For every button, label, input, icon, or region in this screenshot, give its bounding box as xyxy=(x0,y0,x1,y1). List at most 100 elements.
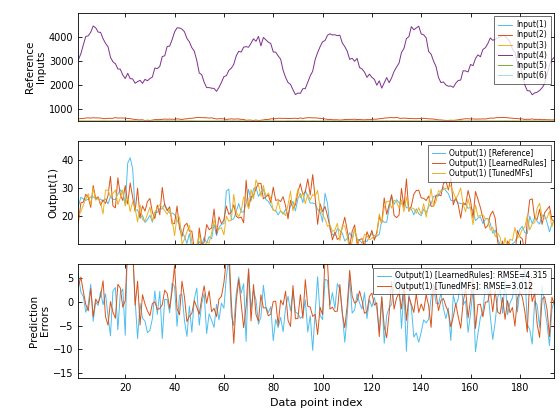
Input(6) xyxy=(435,119,442,124)
Input(6) xyxy=(398,119,405,124)
Legend: Input(1), Input(2), Input(3), Input(4), Input(5), Input(6): Input(1), Input(2), Input(3), Input(4), … xyxy=(494,16,550,84)
Input(1) xyxy=(119,119,126,124)
Line: Input(4): Input(4) xyxy=(78,26,554,95)
Output(1) [LearnedRules]: RMSE=4.315: (42, 1.36): RMSE=4.315: (42, 1.36) xyxy=(176,293,183,298)
Output(1) [LearnedRules] xyxy=(309,172,316,177)
Input(3) xyxy=(460,118,466,123)
Input(2) xyxy=(75,116,82,121)
Input(4) xyxy=(551,55,558,60)
Output(1) [LearnedRules]: RMSE=4.315: (19, 2.72): RMSE=4.315: (19, 2.72) xyxy=(119,286,126,291)
Input(5) xyxy=(300,119,306,124)
Output(1) [TunedMFs]: RMSE=3.012: (42, -2.7): RMSE=3.012: (42, -2.7) xyxy=(176,312,183,317)
Input(1) xyxy=(174,118,180,123)
Line: Input(2): Input(2) xyxy=(78,117,554,121)
Output(1) [Reference] xyxy=(305,194,311,199)
Input(5) xyxy=(462,119,469,124)
Input(6) xyxy=(462,119,469,124)
Output(1) [LearnedRules] xyxy=(502,259,508,264)
Input(4) xyxy=(460,68,466,73)
Output(1) [Reference] xyxy=(75,204,82,209)
Output(1) [LearnedRules] xyxy=(174,203,180,208)
Input(1) xyxy=(551,119,558,124)
Input(2) xyxy=(462,116,469,121)
Output(1) [LearnedRules]: RMSE=4.315: (102, 4.52): RMSE=4.315: (102, 4.52) xyxy=(324,278,331,283)
Output(1) [Reference] xyxy=(127,155,133,160)
Input(1) xyxy=(302,119,309,124)
Output(1) [TunedMFs] xyxy=(447,183,454,188)
Input(4) xyxy=(122,76,129,81)
Input(4) xyxy=(90,24,96,29)
Input(3) xyxy=(302,118,309,123)
Input(6) xyxy=(119,119,126,124)
Output(1) [TunedMFs]: RMSE=3.012: (194, -0.508): RMSE=3.012: (194, -0.508) xyxy=(551,302,558,307)
Input(3) xyxy=(174,118,180,123)
Input(3) xyxy=(445,118,452,123)
Output(1) [LearnedRules] xyxy=(445,187,452,192)
Output(1) [TunedMFs]: RMSE=3.012: (22, 19.3): RMSE=3.012: (22, 19.3) xyxy=(127,207,133,213)
Input(6) xyxy=(447,119,454,124)
Input(5) xyxy=(75,119,82,124)
Output(1) [LearnedRules]: RMSE=4.315: (1, 5.71): RMSE=4.315: (1, 5.71) xyxy=(75,272,82,277)
Line: Output(1) [TunedMFs]: Output(1) [TunedMFs] xyxy=(78,180,554,251)
Output(1) [TunedMFs]: RMSE=3.012: (103, -1.51): RMSE=3.012: (103, -1.51) xyxy=(326,307,333,312)
Line: Output(1) [Reference]: Output(1) [Reference] xyxy=(78,158,554,249)
Input(1) xyxy=(460,119,466,124)
Output(1) [TunedMFs]: RMSE=3.012: (158, 2.73): RMSE=3.012: (158, 2.73) xyxy=(462,286,469,291)
Output(1) [LearnedRules] xyxy=(75,220,82,225)
Input(4) xyxy=(529,92,535,97)
Output(1) [Reference] xyxy=(551,218,558,223)
Input(2) xyxy=(551,117,558,122)
Output(1) [TunedMFs] xyxy=(302,201,309,206)
Input(6) xyxy=(174,119,180,124)
Output(1) [TunedMFs] xyxy=(346,249,353,254)
Output(1) [Reference] xyxy=(176,222,183,227)
Output(1) [Reference] xyxy=(193,246,200,251)
Y-axis label: Prediction
Errors: Prediction Errors xyxy=(29,295,50,347)
Input(2) xyxy=(176,117,183,122)
Output(1) [TunedMFs] xyxy=(119,187,126,192)
Output(1) [TunedMFs] xyxy=(462,209,469,214)
Line: Output(1) [LearnedRules]: RMSE=4.315: Output(1) [LearnedRules]: RMSE=4.315 xyxy=(78,232,554,352)
Input(5) xyxy=(332,119,338,124)
Input(6) xyxy=(321,119,328,124)
Y-axis label: Reference
Inputs: Reference Inputs xyxy=(25,41,46,93)
Input(1) xyxy=(445,118,452,123)
Output(1) [Reference] xyxy=(462,202,469,207)
Output(1) [LearnedRules] xyxy=(324,213,331,218)
Output(1) [TunedMFs] xyxy=(324,224,331,229)
Output(1) [TunedMFs] xyxy=(253,177,259,182)
Input(4) xyxy=(302,86,309,91)
Input(2) xyxy=(119,116,126,121)
Input(4) xyxy=(176,26,183,31)
Output(1) [TunedMFs] xyxy=(551,216,558,221)
Input(2) xyxy=(142,118,148,123)
Input(2) xyxy=(196,115,203,120)
Output(1) [LearnedRules] xyxy=(300,192,306,197)
Input(4) xyxy=(445,84,452,89)
Output(1) [TunedMFs]: RMSE=3.012: (1, 3.23): RMSE=3.012: (1, 3.23) xyxy=(75,284,82,289)
Input(2) xyxy=(305,115,311,120)
Input(4) xyxy=(324,33,331,38)
Input(2) xyxy=(447,118,454,123)
Input(3) xyxy=(551,119,558,124)
Legend: Output(1) [Reference], Output(1) [LearnedRules], Output(1) [TunedMFs]: Output(1) [Reference], Output(1) [Learne… xyxy=(428,145,550,182)
Output(1) [LearnedRules] xyxy=(460,200,466,205)
Y-axis label: Output(1): Output(1) xyxy=(48,167,58,218)
Output(1) [LearnedRules] xyxy=(119,198,126,203)
Output(1) [Reference] xyxy=(326,226,333,231)
Line: Output(1) [TunedMFs]: RMSE=3.012: Output(1) [TunedMFs]: RMSE=3.012 xyxy=(78,210,554,343)
Output(1) [TunedMFs] xyxy=(75,213,82,218)
Input(1) xyxy=(324,118,331,123)
Input(6) xyxy=(551,119,558,124)
Output(1) [LearnedRules]: RMSE=4.315: (93, 0.428): RMSE=4.315: (93, 0.428) xyxy=(302,297,309,302)
Output(1) [LearnedRules]: RMSE=4.315: (21, 14.6): RMSE=4.315: (21, 14.6) xyxy=(124,230,131,235)
Output(1) [LearnedRules]: RMSE=4.315: (162, -10.5): RMSE=4.315: (162, -10.5) xyxy=(472,349,479,354)
Input(5) xyxy=(460,119,466,124)
Input(6) xyxy=(75,119,82,124)
Input(2) xyxy=(326,117,333,122)
Input(5) xyxy=(445,119,452,124)
Input(4) xyxy=(75,57,82,62)
Output(1) [TunedMFs] xyxy=(174,213,180,218)
Input(6) xyxy=(300,119,306,124)
Output(1) [LearnedRules] xyxy=(551,218,558,223)
